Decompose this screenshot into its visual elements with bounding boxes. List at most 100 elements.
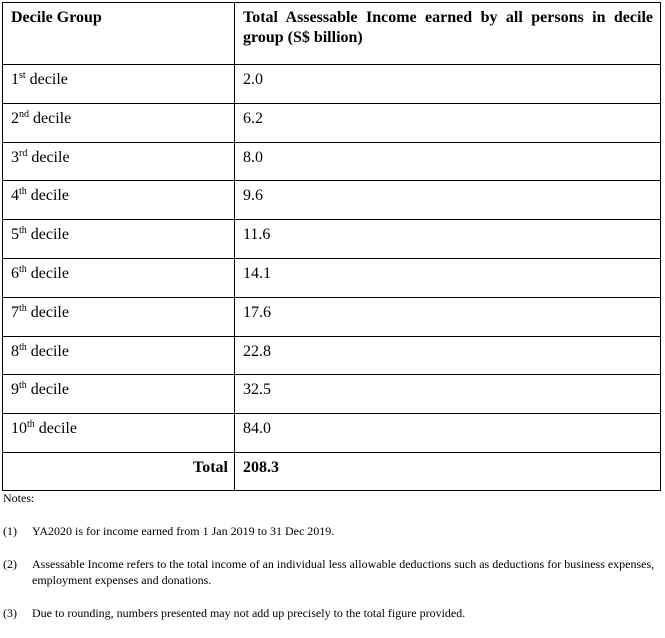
total-value-cell: 208.3 [234,451,661,491]
table-row: 10th decile 84.0 [2,413,661,453]
income-cell: 11.6 [234,219,661,259]
decile-label: 1st decile [3,65,234,90]
decile-label: 6th decile [3,259,234,284]
income-value: 22.8 [243,342,271,360]
notes-title: Notes: [3,491,35,505]
table-row: 3rd decile 8.0 [2,141,661,182]
ordinal-suffix: th [27,419,35,431]
note-text: Due to rounding, numbers presented may n… [32,606,466,620]
decile-cell: 9th decile [2,374,235,415]
decile-cell: 3rd decile [2,141,235,182]
income-cell: 2.0 [234,64,661,104]
decile-label: 2nd decile [3,104,234,129]
decile-word: decile [29,71,68,88]
income-value: 84.0 [243,420,271,438]
note-number: (2) [3,557,17,571]
income-value: 14.1 [243,264,271,282]
income-value: 11.6 [243,226,271,244]
decile-cell: 6th decile [2,257,235,298]
decile-label: 3rd decile [3,143,234,168]
total-label: Total [193,458,228,476]
income-cell: 8.0 [234,141,661,182]
table-row: 8th decile 22.8 [2,335,661,376]
ordinal-suffix: th [19,380,27,392]
decile-cell: 5th decile [2,219,235,259]
decile-label: 9th decile [3,375,234,400]
decile-label: 8th decile [3,337,234,362]
table-row: 9th decile 32.5 [2,374,661,415]
decile-number: 3 [11,148,19,166]
income-value: 32.5 [243,381,271,399]
table-header-row: Decile Group Total Assessable Income ear… [2,2,661,65]
ordinal-suffix: th [19,302,27,314]
decile-number: 2 [11,109,19,127]
table-total-row: Total 208.3 [2,451,661,491]
decile-label: 10th decile [3,414,234,439]
total-value: 208.3 [243,458,279,476]
note-item: (1) YA2020 is for income earned from 1 J… [3,523,661,539]
table-row: 2nd decile 6.2 [2,102,661,143]
decile-cell: 2nd decile [2,102,235,143]
note-item: (3) Due to rounding, numbers presented m… [3,605,661,621]
decile-word: decile [30,264,69,282]
table-row: 6th decile 14.1 [2,257,661,298]
income-value: 17.6 [243,303,271,321]
decile-number: 6 [11,264,19,282]
decile-word: decile [31,148,70,166]
table-row: 7th decile 17.6 [2,296,661,337]
decile-cell: 10th decile [2,413,235,453]
table-row: 4th decile 9.6 [2,180,661,221]
ordinal-suffix: th [19,341,27,353]
decile-word: decile [30,226,69,244]
decile-label: 4th decile [3,181,234,206]
income-cell: 32.5 [234,374,661,415]
ordinal-suffix: th [19,263,27,275]
decile-label: 7th decile [3,298,234,323]
decile-word: decile [38,420,77,438]
ordinal-suffix: nd [19,108,29,120]
decile-number: 5 [11,226,19,244]
decile-word: decile [30,187,69,205]
ordinal-suffix: th [19,225,27,237]
income-cell: 14.1 [234,257,661,298]
income-value: 8.0 [243,148,263,166]
decile-cell: 4th decile [2,180,235,221]
table-row: 1st decile 2.0 [2,64,661,104]
table-row: 5th decile 11.6 [2,219,661,259]
header-cell-total-income: Total Assessable Income earned by all pe… [234,2,661,65]
decile-income-table: Decile Group Total Assessable Income ear… [2,2,661,491]
decile-number: 4 [11,187,19,205]
ordinal-suffix: st [19,70,26,81]
income-cell: 17.6 [234,296,661,337]
note-item: (2) Assessable Income refers to the tota… [3,556,661,588]
note-number: (1) [3,524,17,538]
note-number: (3) [3,606,17,620]
decile-word: decile [30,342,69,360]
ordinal-suffix: th [19,186,27,198]
income-value: 9.6 [243,187,263,205]
income-cell: 84.0 [234,413,661,453]
header-cell-decile-group: Decile Group [2,2,235,65]
decile-number: 10 [11,420,27,438]
total-label-cell: Total [2,451,235,491]
decile-word: decile [33,109,72,127]
income-cell: 22.8 [234,335,661,376]
header-total-income: Total Assessable Income earned by all pe… [243,9,653,46]
decile-number: 9 [11,381,19,399]
income-value: 6.2 [243,109,263,127]
decile-cell: 7th decile [2,296,235,337]
notes-section: Notes: (1) YA2020 is for income earned f… [3,490,661,638]
income-cell: 6.2 [234,102,661,143]
note-text: YA2020 is for income earned from 1 Jan 2… [32,524,335,538]
ordinal-suffix: rd [19,147,28,159]
note-text: Assessable Income refers to the total in… [32,557,655,587]
decile-number: 1 [11,71,19,88]
income-cell: 9.6 [234,180,661,221]
decile-label: 5th decile [3,220,234,245]
decile-number: 8 [11,342,19,360]
header-decile-group: Decile Group [11,9,102,26]
income-value: 2.0 [243,71,263,88]
decile-word: decile [30,303,69,321]
decile-number: 7 [11,303,19,321]
decile-cell: 1st decile [2,64,235,104]
